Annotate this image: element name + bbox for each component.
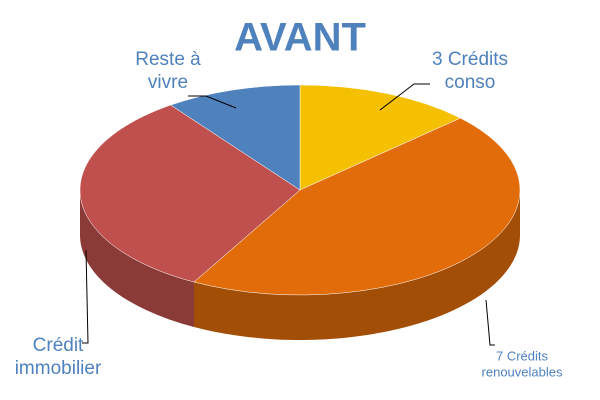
slice-label: Crédit immobilier bbox=[14, 335, 102, 379]
slice-label: Reste à vivre bbox=[135, 49, 201, 93]
slice bbox=[170, 84, 301, 191]
slice-side bbox=[194, 190, 520, 340]
slice bbox=[299, 84, 461, 191]
slice bbox=[79, 104, 301, 283]
pie-sides bbox=[80, 190, 520, 340]
chart-title: AVANT bbox=[234, 15, 366, 60]
pie-tops bbox=[79, 84, 521, 296]
leader-lines bbox=[82, 83, 495, 346]
leader-line bbox=[82, 249, 89, 344]
slice-side bbox=[80, 190, 195, 328]
slice bbox=[193, 117, 521, 296]
slice-label: 7 Crédits renouvelables bbox=[481, 348, 563, 379]
leader-line bbox=[188, 95, 237, 109]
leader-line bbox=[379, 83, 430, 111]
leader-line bbox=[485, 299, 495, 346]
slice-label: 3 Crédits conso bbox=[431, 49, 509, 93]
